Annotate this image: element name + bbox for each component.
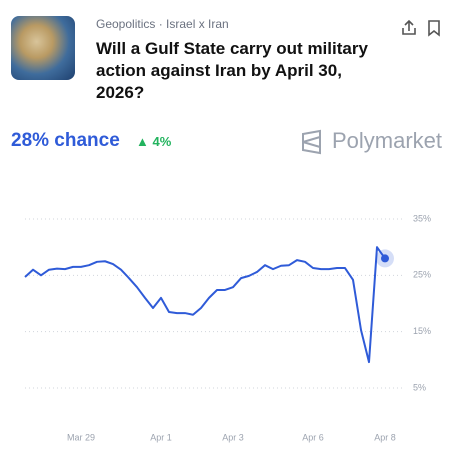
change: ▲ 4% xyxy=(136,134,172,149)
brand: Polymarket xyxy=(332,128,443,153)
x-tick-label: Apr 6 xyxy=(302,432,324,442)
y-tick-label: 15% xyxy=(413,326,431,336)
logo xyxy=(302,129,321,155)
line xyxy=(24,246,386,364)
market-title[interactable]: Will a Gulf State carry out military act… xyxy=(96,39,368,102)
breadcrumb[interactable]: Geopolitics · Israel x Iran xyxy=(96,17,229,31)
x-tick-label: Mar 29 xyxy=(67,432,95,442)
actions[interactable] xyxy=(400,19,450,37)
x-tick-label: Apr 1 xyxy=(150,432,172,442)
y-tick-label: 5% xyxy=(413,382,426,392)
chance: 28% chance xyxy=(11,130,120,151)
x-tick-label: Apr 3 xyxy=(222,432,244,442)
y-tick-label: 25% xyxy=(413,270,431,280)
change-value: 4% xyxy=(152,134,172,149)
market-image xyxy=(11,16,75,80)
x-tick-label: Apr 8 xyxy=(374,432,396,442)
y-tick-label: 35% xyxy=(413,213,431,223)
end-dot xyxy=(381,254,389,263)
